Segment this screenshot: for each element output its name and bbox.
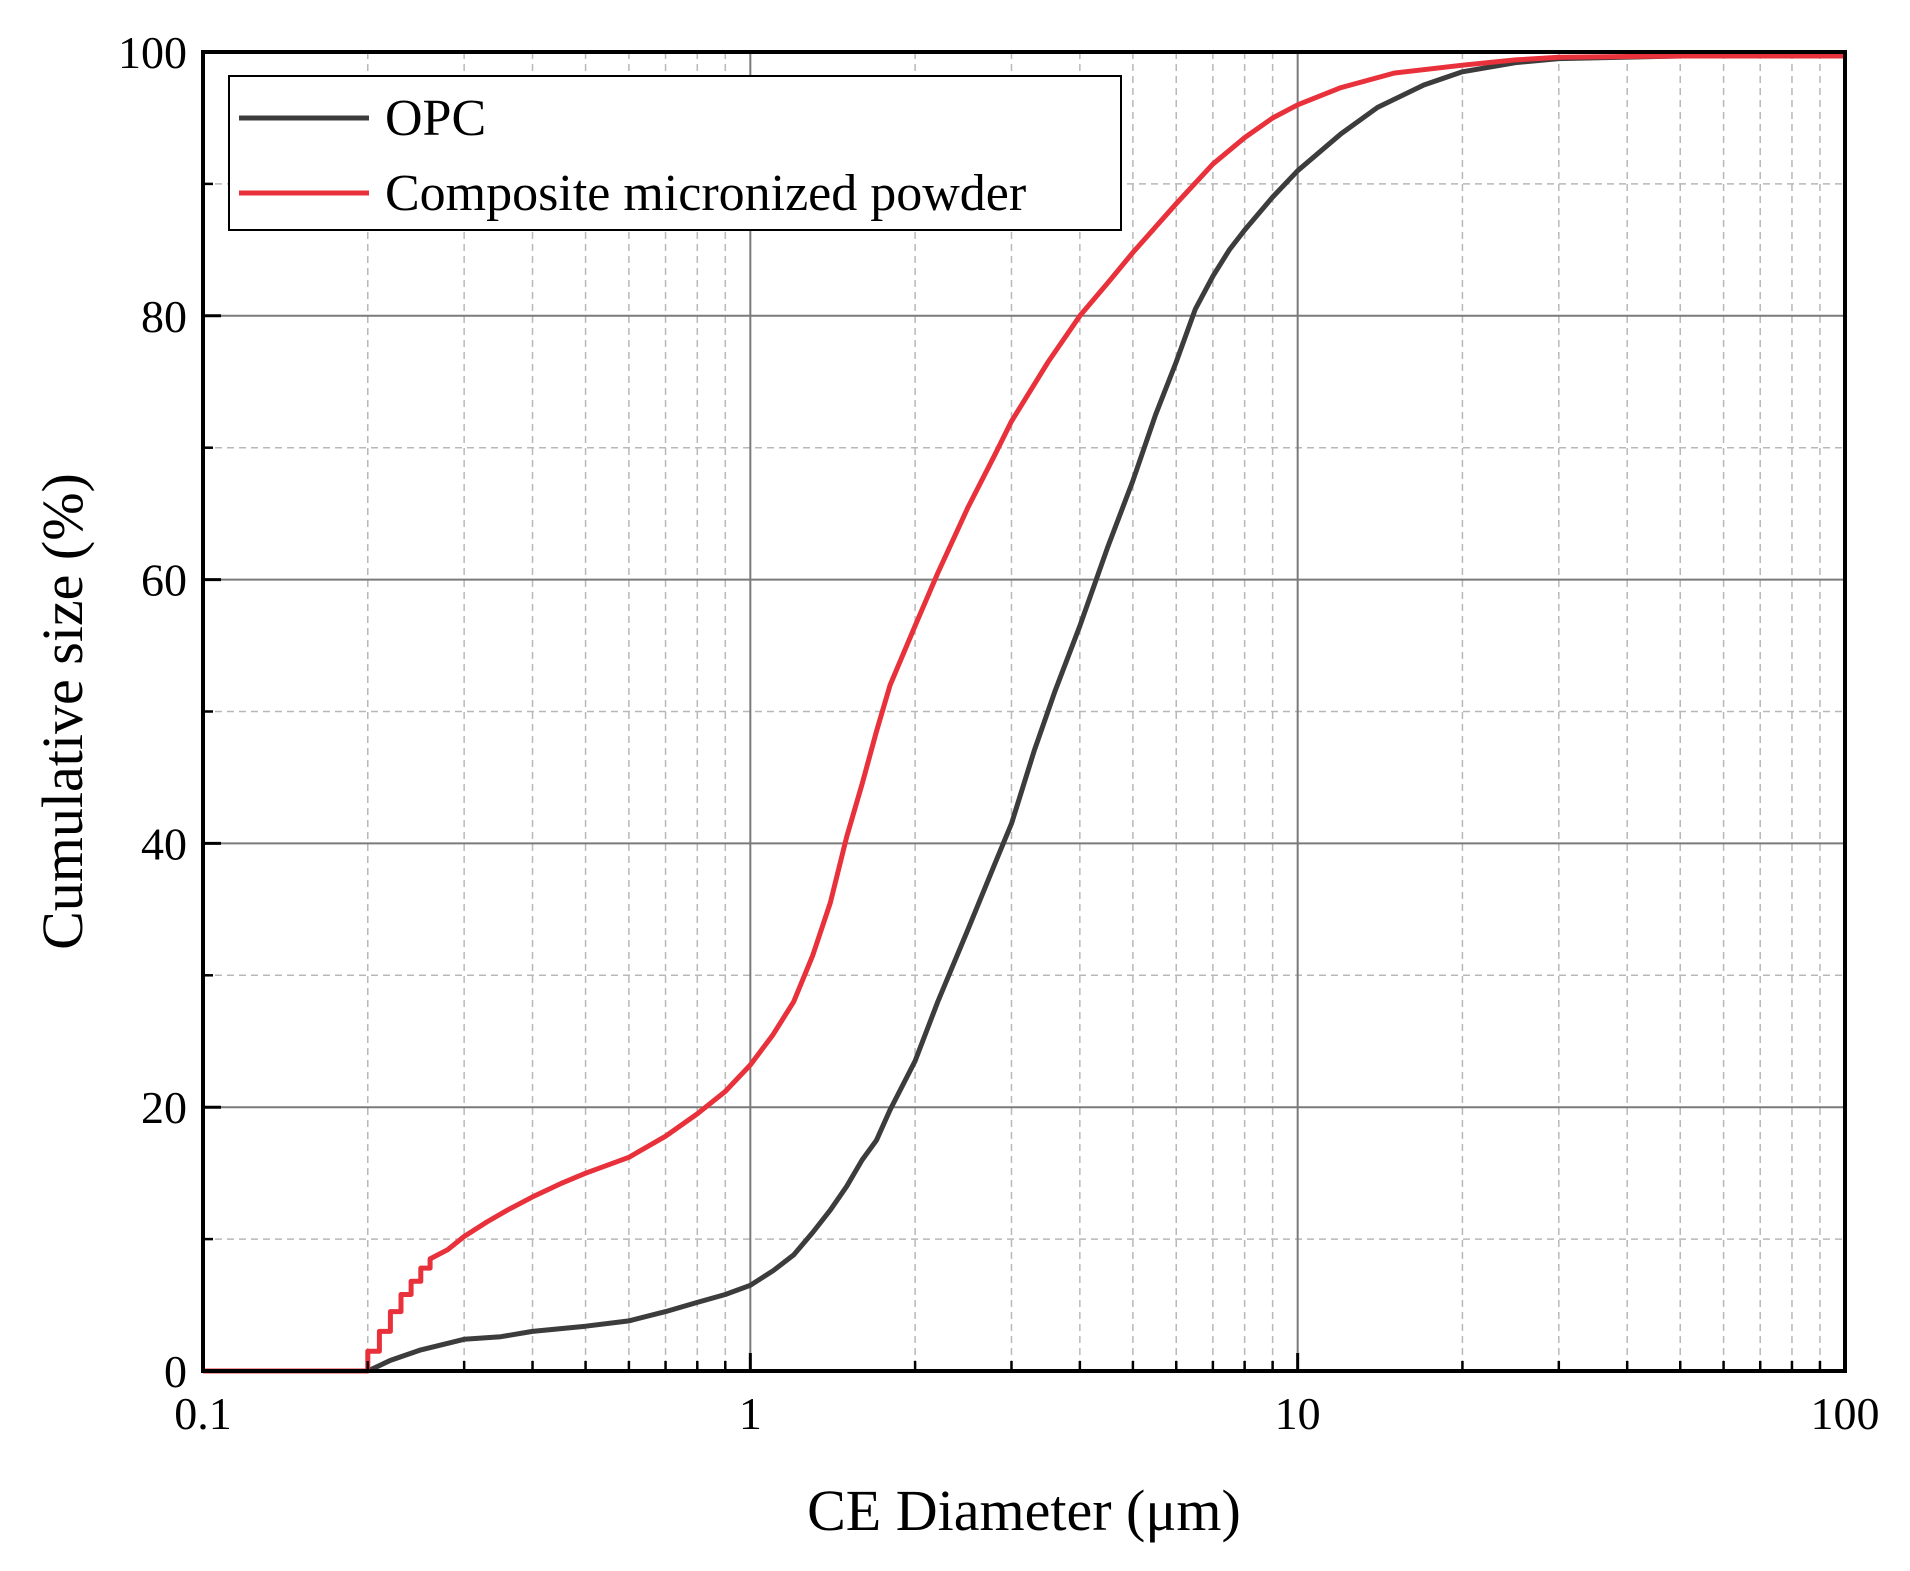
legend-box — [228, 75, 1122, 231]
series-line-opc — [366, 53, 1845, 1374]
y-tick-label: 100 — [118, 27, 187, 78]
tick-marks — [201, 50, 1847, 1373]
y-tick-label: 60 — [141, 555, 187, 606]
y-tick-label: 20 — [141, 1082, 187, 1133]
y-tick-label: 0 — [164, 1346, 187, 1397]
x-tick-label: 10 — [1275, 1388, 1321, 1439]
x-tick-label: 0.1 — [174, 1388, 232, 1439]
minor-gridlines — [203, 52, 1845, 1371]
major-gridlines — [203, 52, 1845, 1371]
legend-label-composite: Composite micronized powder — [385, 165, 1026, 222]
legend: OPC Composite micronized powder — [228, 75, 1122, 231]
y-tick-label: 80 — [141, 291, 187, 342]
legend-label-opc: OPC — [385, 90, 486, 147]
x-tick-label: 100 — [1811, 1388, 1880, 1439]
series-line-composite — [203, 53, 1845, 1374]
y-tick-label: 40 — [141, 818, 187, 869]
x-tick-label: 1 — [739, 1388, 762, 1439]
y-axis-title: Cumulative size (%) — [30, 473, 95, 950]
x-axis-title: CE Diameter (μm) — [807, 1478, 1241, 1543]
tick-labels: 0.1 1 10 100 0 20 40 60 80 100 — [118, 27, 1880, 1439]
series-layer — [203, 53, 1845, 1374]
